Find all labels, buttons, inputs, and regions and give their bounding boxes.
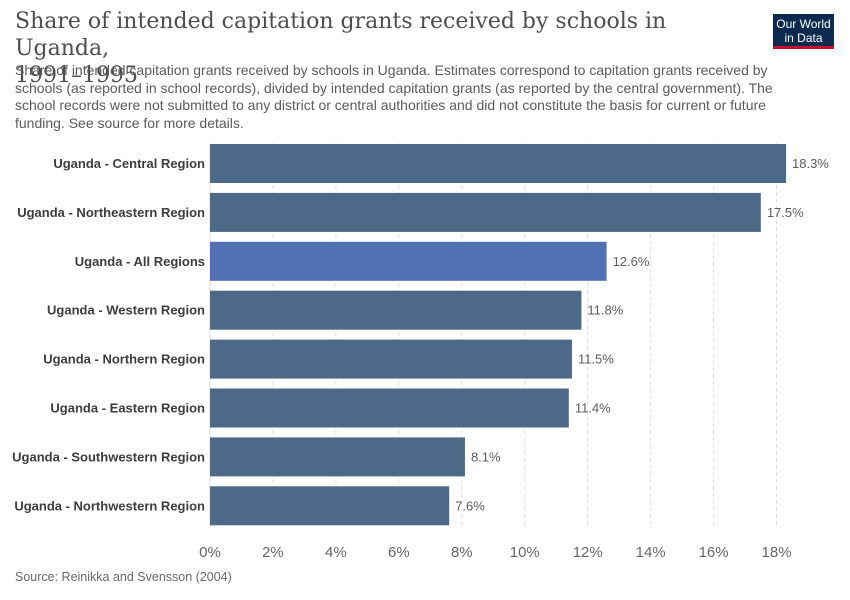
value-label: 17.5% [767,205,804,220]
category-label: Uganda - Northern Region [43,352,205,367]
bar[interactable] [210,388,569,428]
x-tick-label: 2% [262,544,284,561]
x-tick-label: 12% [573,544,603,561]
bar[interactable] [210,290,582,330]
x-tick-label: 16% [699,544,729,561]
category-label: Uganda - Northwestern Region [14,498,205,513]
value-label: 11.5% [578,352,614,367]
x-tick-label: 10% [510,544,540,561]
source-note[interactable]: Source: Reinikka and Svensson (2004) [15,570,232,584]
title-line-2: 1991–1995 [15,63,138,88]
category-label: Uganda - Central Region [53,156,205,171]
value-label: 11.8% [587,303,623,318]
category-label: Uganda - Western Region [47,303,205,318]
x-tick-label: 8% [451,544,473,561]
bar[interactable] [210,486,450,526]
x-tick-label: 4% [325,544,347,561]
x-tick-label: 6% [388,544,410,561]
value-label: 8.1% [471,449,501,464]
x-tick-label: 14% [636,544,666,561]
value-label: 18.3% [792,156,829,171]
value-labels: 18.3% 17.5% 12.6% 11.8% 11.5% 11.4% 8.1% 7.6% [455,156,829,513]
bar[interactable] [210,339,572,379]
bars [210,144,786,526]
category-labels: Uganda - Central Region Uganda - Northeas… [12,156,205,513]
value-label: 7.6% [455,498,485,513]
logo-line-1: Our World [776,17,831,31]
x-tick-label: 18% [762,544,792,561]
bar[interactable] [210,241,607,281]
category-label: Uganda - Northeastern Region [17,205,205,220]
x-axis: 0% 2% 4% 6% 8% 10% 12% 14% 16% 18% [199,544,791,561]
value-label: 12.6% [613,254,650,269]
category-label: Uganda - Eastern Region [50,401,205,416]
bar[interactable] [210,192,761,232]
category-label: Uganda - All Regions [75,254,205,269]
bar[interactable] [210,437,465,477]
owid-logo[interactable]: Our World in Data [773,14,834,49]
chart-subtitle: Share of intended capitation grants rece… [15,62,773,131]
x-tick-label: 0% [199,544,221,561]
value-label: 11.4% [575,401,611,416]
chart-title: Share of intended capitation grants rece… [15,8,735,89]
title-line-1: Share of intended capitation grants rece… [15,9,667,61]
logo-line-2: in Data [784,31,823,45]
category-label: Uganda - Southwestern Region [12,449,205,464]
bar[interactable] [210,144,786,183]
